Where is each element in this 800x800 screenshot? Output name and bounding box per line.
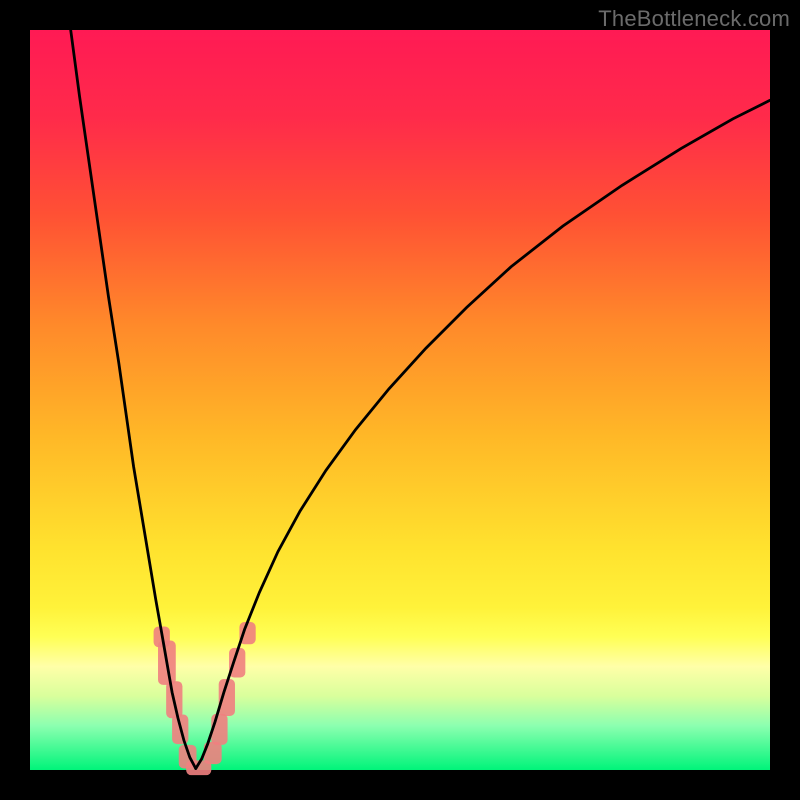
- plot-area-gradient: [30, 30, 770, 770]
- watermark-text: TheBottleneck.com: [598, 6, 790, 32]
- chart-stage: TheBottleneck.com: [0, 0, 800, 800]
- bottleneck-curve-chart: [0, 0, 800, 800]
